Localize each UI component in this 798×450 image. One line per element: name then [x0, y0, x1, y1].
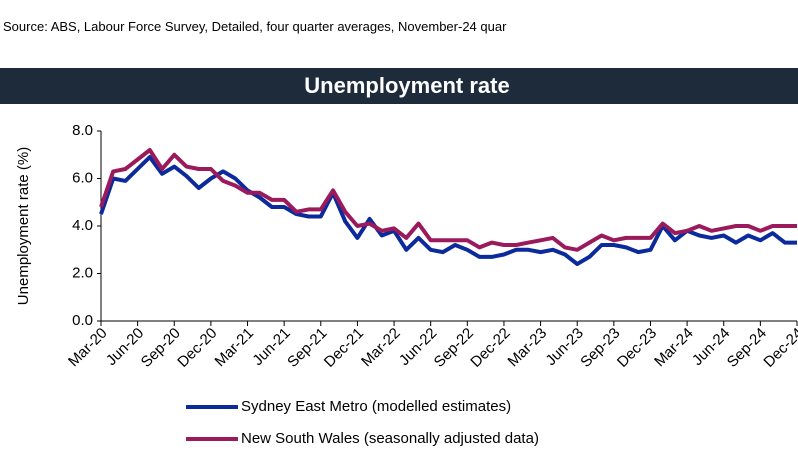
x-tick-label: Dec-22 [467, 325, 513, 371]
x-tick-label: Mar-21 [212, 325, 258, 371]
x-tick-label: Sep-23 [577, 325, 623, 371]
y-tick-label: 2.0 [72, 264, 93, 281]
x-tick-label: Mar-22 [358, 325, 404, 371]
y-tick-label: 6.0 [72, 169, 93, 186]
series-line [99, 148, 797, 252]
x-tick-label: Sep-21 [284, 325, 330, 371]
x-tick-label: Dec-20 [174, 325, 220, 371]
y-axis-label: Unemployment rate (%) [15, 147, 32, 305]
source-note: Source: ABS, Labour Force Survey, Detail… [3, 19, 507, 34]
legend-label: New South Wales (seasonally adjusted dat… [241, 430, 539, 447]
x-tick-label: Sep-20 [138, 325, 184, 371]
title-bar [0, 68, 798, 104]
y-tick-label: 8.0 [72, 122, 93, 139]
x-tick-label: Dec-23 [614, 325, 660, 371]
x-tick-label: Sep-22 [431, 325, 477, 371]
legend-label: Sydney East Metro (modelled estimates) [241, 398, 511, 415]
series-line [99, 155, 797, 266]
y-tick-label: 0.0 [72, 312, 93, 329]
x-tick-label: Dec-24 [760, 325, 798, 371]
y-tick-label: 4.0 [72, 217, 93, 234]
x-tick-label: Mar-20 [65, 325, 111, 371]
x-tick-label: Sep-24 [724, 325, 770, 371]
x-tick-label: Dec-21 [321, 325, 367, 371]
x-tick-label: Mar-23 [505, 325, 551, 371]
x-tick-label: Mar-24 [651, 325, 697, 371]
chart-title: Unemployment rate [304, 73, 509, 98]
